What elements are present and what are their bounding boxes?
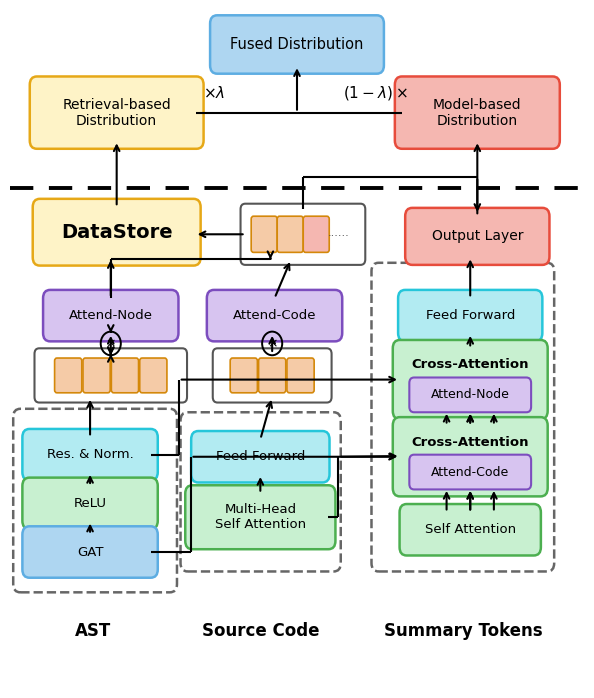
FancyBboxPatch shape <box>395 77 560 149</box>
FancyBboxPatch shape <box>23 429 158 480</box>
Text: Feed Forward: Feed Forward <box>216 450 305 463</box>
FancyBboxPatch shape <box>43 290 178 341</box>
FancyBboxPatch shape <box>207 290 342 341</box>
Text: Attend-Code: Attend-Code <box>233 309 316 322</box>
Text: GAT: GAT <box>77 546 103 558</box>
Text: ......: ...... <box>327 228 349 238</box>
FancyBboxPatch shape <box>303 216 329 253</box>
FancyBboxPatch shape <box>241 204 365 265</box>
FancyBboxPatch shape <box>393 417 548 496</box>
FancyBboxPatch shape <box>409 378 531 413</box>
Text: AST: AST <box>75 621 111 639</box>
FancyBboxPatch shape <box>185 485 336 549</box>
Text: Feed Forward: Feed Forward <box>425 309 515 322</box>
FancyBboxPatch shape <box>30 77 204 149</box>
FancyBboxPatch shape <box>83 358 110 393</box>
FancyBboxPatch shape <box>111 358 138 393</box>
FancyBboxPatch shape <box>277 216 303 253</box>
Text: Summary Tokens: Summary Tokens <box>384 621 542 639</box>
Text: Output Layer: Output Layer <box>432 230 523 244</box>
FancyBboxPatch shape <box>258 358 286 393</box>
Text: $(1-\lambda)\times$: $(1-\lambda)\times$ <box>343 84 407 102</box>
Text: Source Code: Source Code <box>201 621 319 639</box>
Text: Attend-Node: Attend-Node <box>431 388 510 401</box>
FancyBboxPatch shape <box>210 15 384 74</box>
Text: Res. & Norm.: Res. & Norm. <box>47 448 134 461</box>
FancyBboxPatch shape <box>398 290 542 341</box>
Text: Cross-Attention: Cross-Attention <box>412 436 529 449</box>
Text: $\times\lambda$: $\times\lambda$ <box>203 85 225 101</box>
Text: Attend-Code: Attend-Code <box>431 466 509 479</box>
FancyBboxPatch shape <box>33 199 201 265</box>
FancyBboxPatch shape <box>409 454 531 489</box>
Text: Cross-Attention: Cross-Attention <box>412 359 529 371</box>
Text: Fused Distribution: Fused Distribution <box>230 37 364 52</box>
FancyBboxPatch shape <box>393 340 548 419</box>
FancyBboxPatch shape <box>55 358 82 393</box>
FancyBboxPatch shape <box>230 358 257 393</box>
FancyBboxPatch shape <box>23 477 158 529</box>
FancyBboxPatch shape <box>213 348 331 403</box>
Text: Multi-Head
Self Attention: Multi-Head Self Attention <box>215 503 306 531</box>
FancyBboxPatch shape <box>191 431 330 482</box>
Text: Attend-Node: Attend-Node <box>69 309 153 322</box>
FancyBboxPatch shape <box>23 526 158 578</box>
Text: $\times$: $\times$ <box>105 338 116 350</box>
FancyBboxPatch shape <box>251 216 277 253</box>
FancyBboxPatch shape <box>405 208 549 265</box>
Text: Retrieval-based
Distribution: Retrieval-based Distribution <box>62 98 171 128</box>
FancyBboxPatch shape <box>140 358 167 393</box>
Text: Self Attention: Self Attention <box>425 524 516 536</box>
Text: ReLU: ReLU <box>74 497 106 510</box>
FancyBboxPatch shape <box>287 358 314 393</box>
Text: DataStore: DataStore <box>61 223 172 242</box>
Text: Model-based
Distribution: Model-based Distribution <box>433 98 522 128</box>
FancyBboxPatch shape <box>34 348 187 403</box>
Text: $\times$: $\times$ <box>267 338 277 350</box>
FancyBboxPatch shape <box>400 504 541 556</box>
